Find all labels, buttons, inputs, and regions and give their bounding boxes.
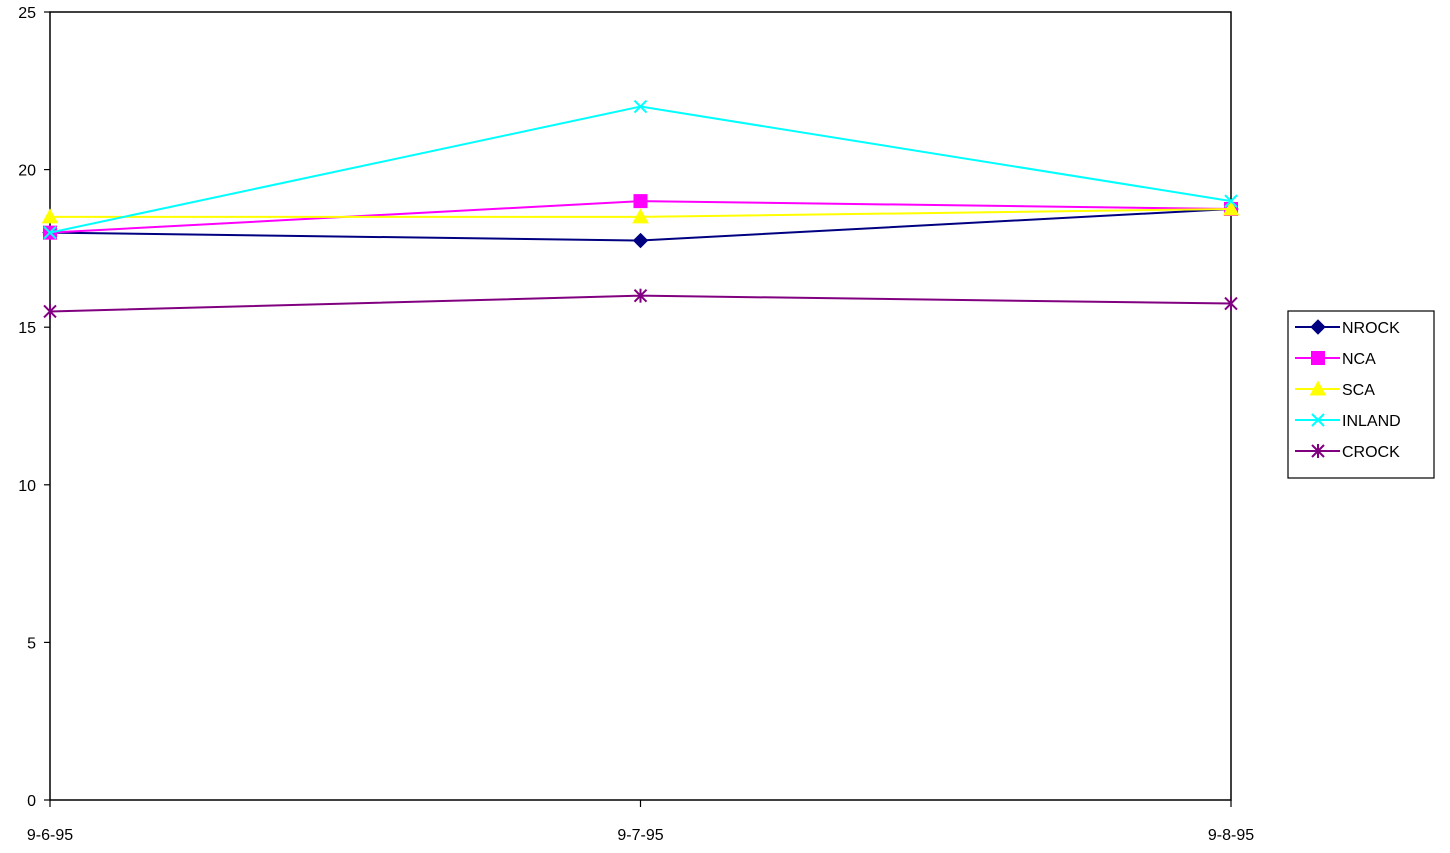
series-inland [43,99,1238,240]
legend-swatch-marker [1311,413,1325,427]
x-tick-label: 9-6-95 [27,827,73,844]
legend-item-nca: NCA [1295,351,1376,368]
data-point-sca [1222,200,1240,216]
series-layer [41,99,1240,319]
data-point-crock [633,288,648,303]
plot-area [49,11,1232,801]
y-tick-label: 5 [27,635,36,652]
legend-label: CROCK [1342,444,1400,461]
legend-swatch-marker [1309,380,1327,396]
data-point-inland [43,225,57,240]
data-point-inland [1224,194,1238,208]
plot-frame [49,11,1232,801]
y-tick-label: 25 [18,5,36,22]
legend-item-inland: INLAND [1295,413,1401,430]
legend-swatch-marker [1311,351,1325,365]
legend-label: NROCK [1342,320,1400,337]
data-point-nca [633,194,648,209]
legend-label: SCA [1342,382,1375,399]
data-point-crock [1224,296,1238,311]
legend-label: NCA [1342,351,1376,368]
y-axis: 0 5 10 15 20 25 [18,5,50,810]
legend-item-sca: SCA [1295,380,1375,399]
data-point-sca [41,208,59,224]
legend-swatch-marker [1311,444,1325,458]
series-sca [41,200,1240,224]
y-tick-label: 20 [18,163,36,180]
series-crock [43,288,1238,319]
y-tick-label: 10 [18,478,36,495]
y-tick-label: 15 [18,320,36,337]
legend-swatch-marker [1310,319,1326,335]
x-tick-label: 9-8-95 [1208,827,1254,844]
y-tick-label: 0 [27,793,36,810]
data-point-sca [632,208,649,224]
legend: NROCK NCA SCA INLAND CROCK [1287,310,1435,479]
x-tick-label: 9-7-95 [617,827,663,844]
legend-label: INLAND [1342,413,1401,430]
legend-item-nrock: NROCK [1295,319,1400,337]
data-point-inland [633,99,648,114]
x-axis: 9-6-95 9-7-95 9-8-95 [27,800,1254,844]
data-point-nrock [632,232,649,249]
legend-item-crock: CROCK [1295,444,1400,461]
data-point-crock [43,304,57,319]
